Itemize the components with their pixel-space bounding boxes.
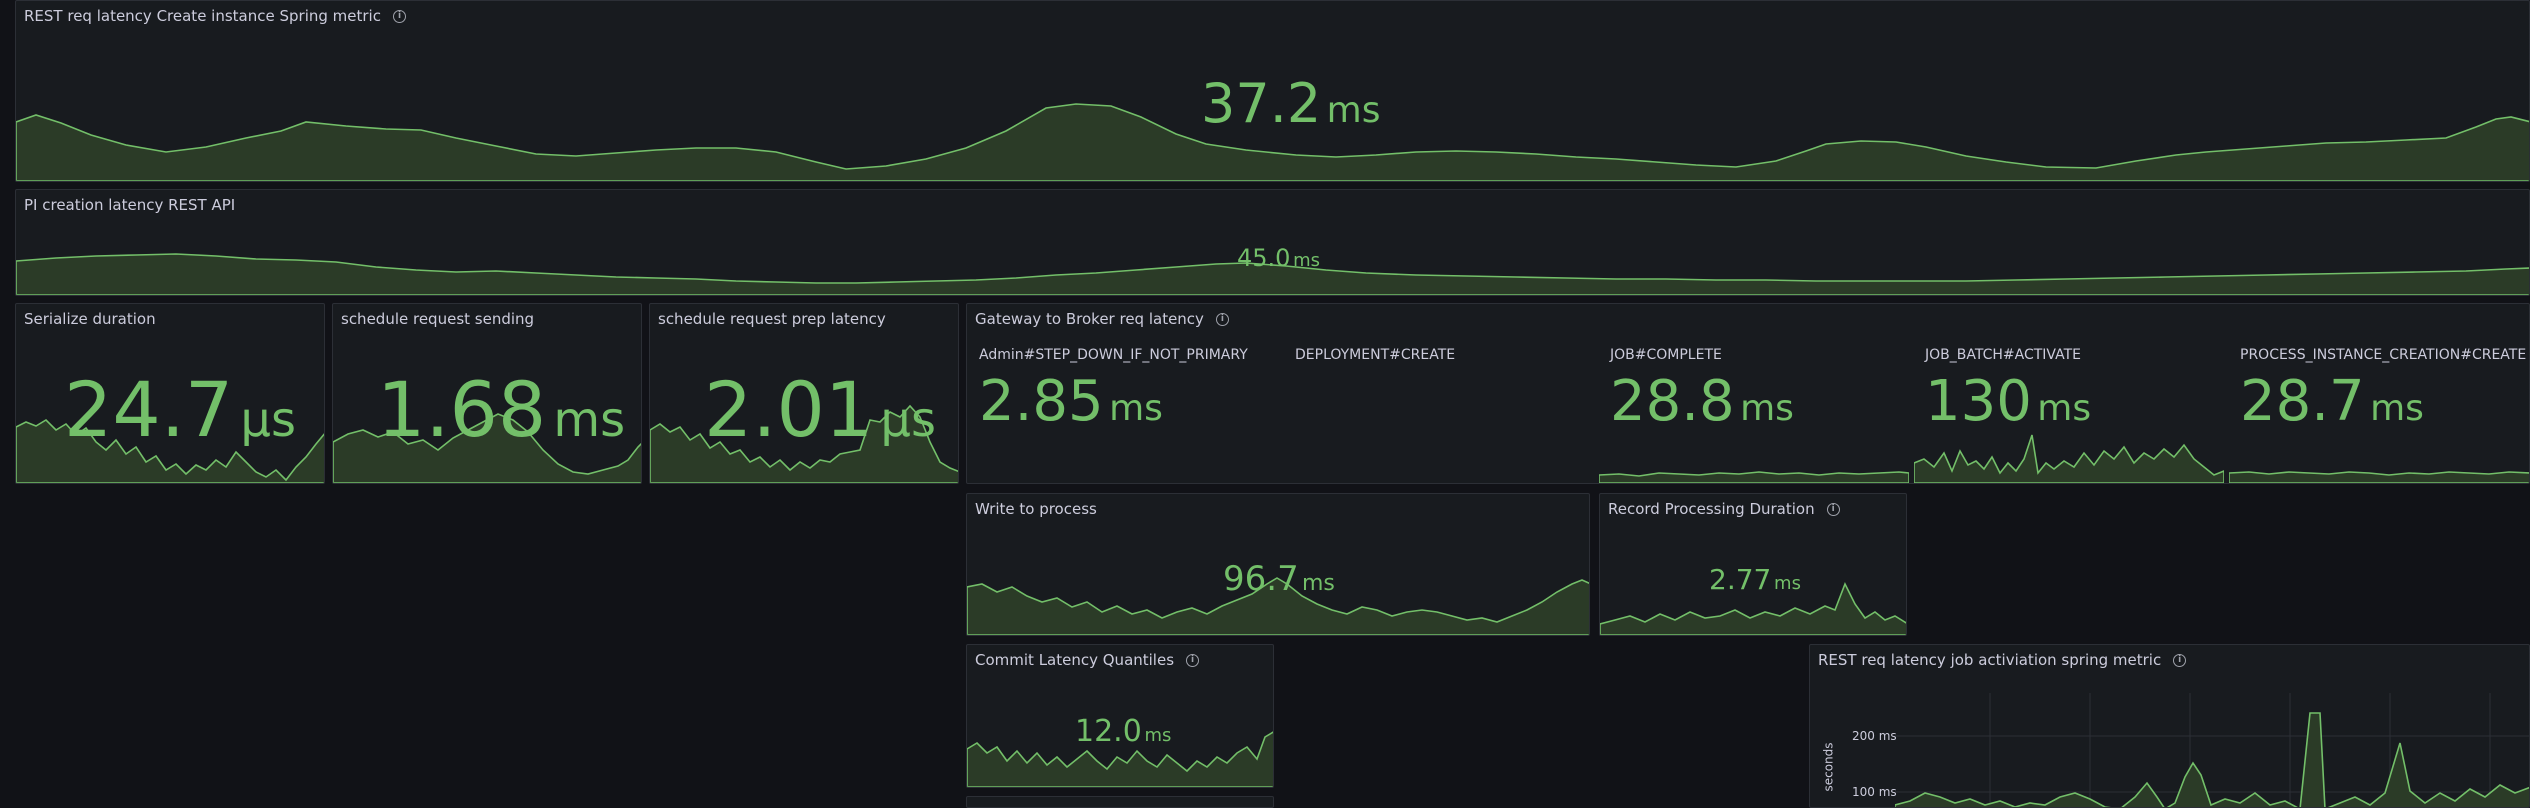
stat-number: 2.01 [704, 365, 874, 454]
y-tick-label: 200 ms [1852, 729, 1897, 743]
panel-title[interactable]: Serialize duration [24, 310, 156, 328]
stat-value: 45.0 ms [1237, 246, 1320, 270]
panel-title[interactable]: REST req latency job activiation spring … [1818, 651, 2187, 669]
stat-unit: µs [240, 392, 296, 448]
gateway-item-label: Admin#STEP_DOWN_IF_NOT_PRIMARY [979, 347, 1248, 363]
sparkline [16, 418, 324, 483]
stat-unit: ms [1109, 388, 1163, 429]
info-icon[interactable]: i [1826, 502, 1840, 516]
panel-commit-latency-quantiles[interactable]: Commit Latency Quantiles i 12.0 ms [966, 644, 1274, 788]
y-axis-label: seconds [1821, 742, 1836, 792]
stat-value: 37.2 ms [1201, 77, 1380, 131]
panel-title[interactable]: Gateway to Broker req latency i [975, 310, 1229, 328]
gateway-item-label: PROCESS_INSTANCE_CREATION#CREATE [2240, 347, 2527, 363]
panel-title-text: REST req latency job activiation spring … [1818, 651, 2162, 669]
stat-unit: ms [553, 392, 626, 448]
stat-value: 2.01 µs [704, 372, 936, 448]
panel-job-activation-latency[interactable]: REST req latency job activiation spring … [1809, 644, 2530, 808]
stat-number: 24.7 [64, 365, 234, 454]
panel-title-text: PI creation latency REST API [24, 196, 236, 214]
panel-title-text: Serialize duration [24, 310, 156, 328]
panel-serialize-duration[interactable]: Serialize duration 24.7 µs [15, 303, 325, 484]
stat-unit: ms [1740, 388, 1794, 429]
panel-title[interactable]: Commit Latency Quantiles i [975, 651, 1200, 669]
gateway-item-label: DEPLOYMENT#CREATE [1295, 347, 1456, 363]
panel-title-text: schedule request sending [341, 310, 535, 328]
sparkline [967, 577, 1589, 635]
info-icon[interactable]: i [2173, 653, 2187, 667]
panel-partial-bottom[interactable] [966, 796, 1274, 808]
panel-title-text: Commit Latency Quantiles [975, 651, 1175, 669]
stat-value: 12.0 ms [1075, 717, 1171, 747]
panel-title[interactable]: REST req latency Create instance Spring … [24, 7, 406, 25]
stat-number: 45.0 [1237, 244, 1291, 272]
panel-title-text: REST req latency Create instance Spring … [24, 7, 381, 25]
stat-unit: µs [880, 392, 936, 448]
stat-number: 2.85 [979, 369, 1104, 434]
panel-schedule-request-prep[interactable]: schedule request prep latency 2.01 µs [649, 303, 959, 484]
sparkline [2229, 471, 2529, 483]
stat-number: 37.2 [1201, 72, 1322, 135]
gateway-item-value: 130 ms [1925, 374, 2091, 430]
stat-unit: ms [2370, 388, 2424, 429]
stat-unit: ms [1774, 573, 1801, 594]
stat-unit: ms [1302, 571, 1335, 596]
panel-title-text: Write to process [975, 500, 1097, 518]
sparkline [650, 404, 958, 483]
panel-schedule-request-sending[interactable]: schedule request sending 1.68 ms [332, 303, 642, 484]
panel-title[interactable]: Record Processing Duration i [1608, 500, 1840, 518]
stat-unit: ms [2037, 388, 2092, 429]
info-icon[interactable]: i [1215, 312, 1229, 326]
sparkline [1914, 434, 2224, 483]
sparkline [333, 413, 641, 483]
gateway-item-label: JOB_BATCH#ACTIVATE [1925, 347, 2081, 363]
stat-number: 130 [1925, 369, 2032, 434]
stat-number: 28.7 [2240, 369, 2365, 434]
stat-unit: ms [1144, 725, 1172, 746]
stat-value: 1.68 ms [377, 372, 625, 448]
stat-number: 28.8 [1610, 369, 1735, 434]
info-icon[interactable]: i [1186, 653, 1200, 667]
panel-gateway-broker-latency[interactable]: Gateway to Broker req latency i Admin#ST… [966, 303, 2530, 484]
stat-value: 96.7 ms [1223, 562, 1335, 596]
panel-title[interactable]: schedule request sending [341, 310, 534, 328]
stat-value: 24.7 µs [64, 372, 296, 448]
stat-number: 12.0 [1075, 714, 1142, 749]
sparkline [1599, 471, 1909, 483]
panel-title-text: Record Processing Duration [1608, 500, 1815, 518]
panel-create-instance-latency[interactable]: REST req latency Create instance Spring … [15, 0, 2530, 182]
sparkline [1600, 582, 1906, 635]
stat-number: 1.68 [377, 365, 547, 454]
gateway-item-value: 28.8 ms [1610, 374, 1794, 430]
stat-number: 2.77 [1709, 563, 1772, 596]
stat-number: 96.7 [1223, 559, 1299, 599]
gateway-item-label: JOB#COMPLETE [1610, 347, 1722, 363]
stat-unit: ms [1293, 250, 1321, 271]
sparkline [16, 103, 2529, 181]
panel-pi-creation-latency[interactable]: PI creation latency REST API 45.0 ms [15, 189, 2530, 296]
panel-record-processing-duration[interactable]: Record Processing Duration i 2.77 ms [1599, 493, 1907, 636]
y-tick-label: 100 ms [1852, 785, 1897, 799]
panel-title[interactable]: schedule request prep latency [658, 310, 886, 328]
panel-title-text: Gateway to Broker req latency [975, 310, 1204, 328]
panel-title[interactable]: PI creation latency REST API [24, 196, 235, 214]
stat-value: 2.77 ms [1709, 566, 1801, 594]
panel-title[interactable]: Write to process [975, 500, 1097, 518]
gateway-item-value: 28.7 ms [2240, 374, 2424, 430]
panel-title-text: schedule request prep latency [658, 310, 886, 328]
panel-write-to-process[interactable]: Write to process 96.7 ms [966, 493, 1590, 636]
gateway-item-value: 2.85 ms [979, 374, 1163, 430]
time-series-plot [1895, 693, 2529, 807]
sparkline [967, 731, 1273, 787]
stat-unit: ms [1326, 90, 1381, 131]
sparkline [16, 253, 2529, 295]
info-icon[interactable]: i [392, 9, 406, 23]
